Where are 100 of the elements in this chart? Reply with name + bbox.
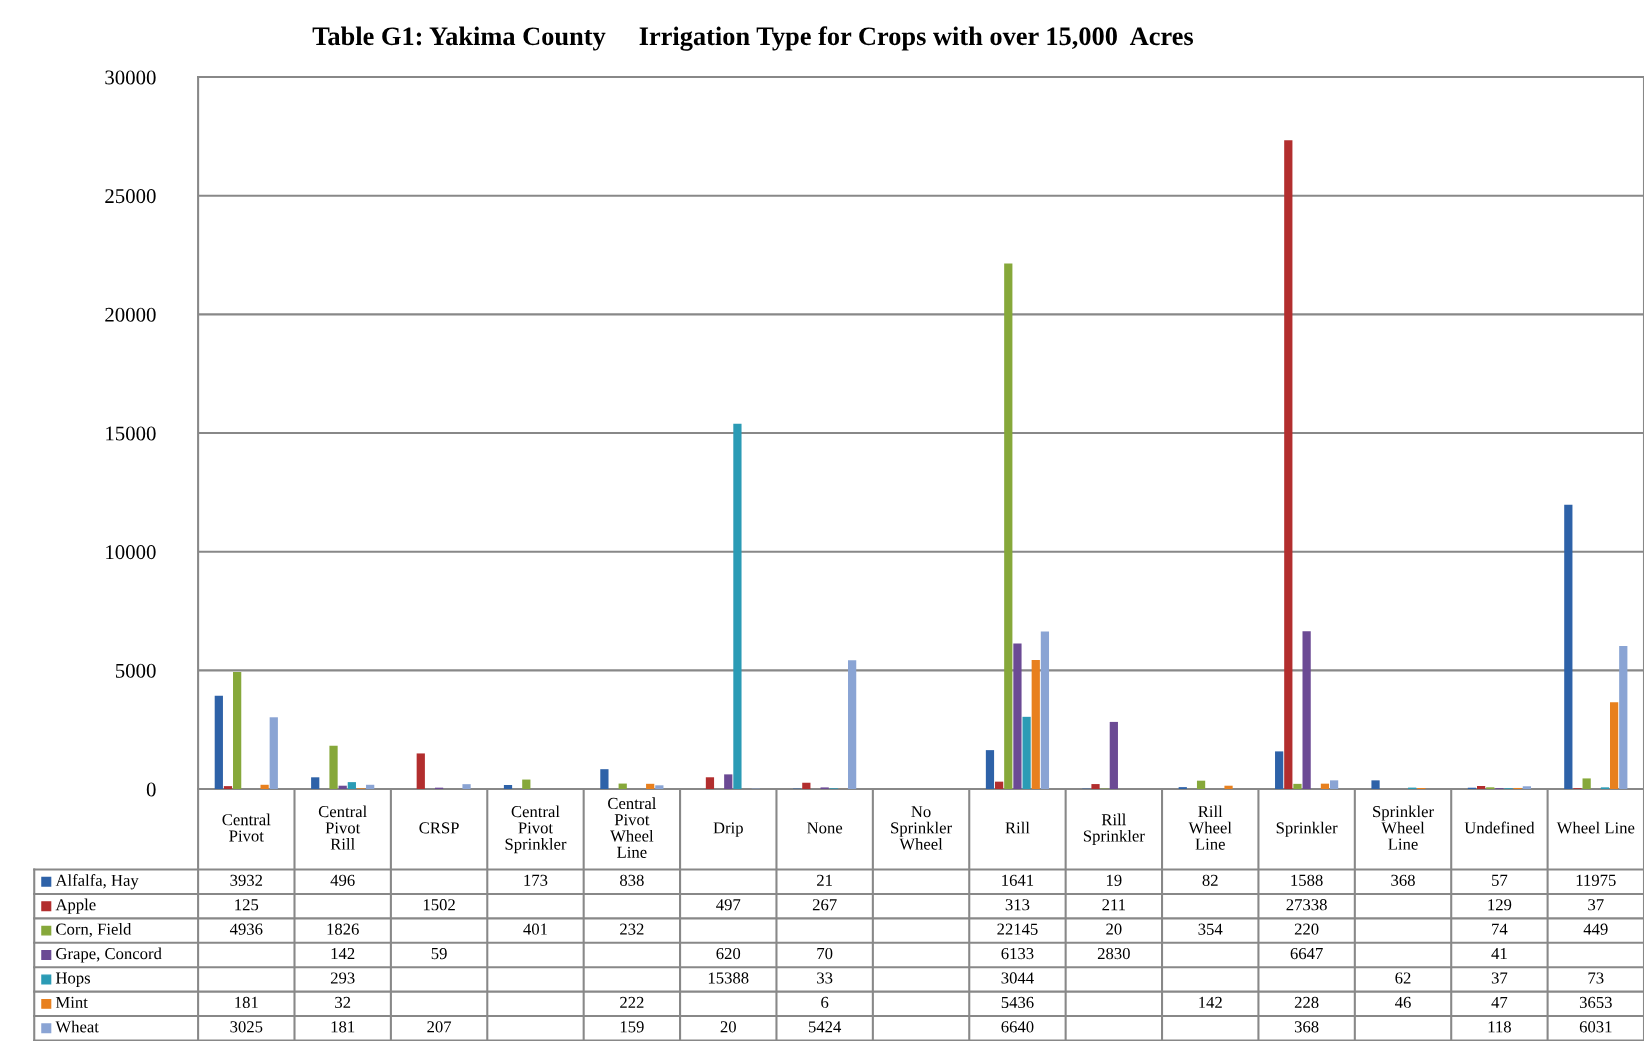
data-label: 6 <box>821 996 829 1009</box>
bar <box>260 784 269 790</box>
bar <box>1302 631 1311 790</box>
data-label: 57 <box>1492 874 1508 886</box>
data-label: 220 <box>1294 923 1319 935</box>
data-label: 211 <box>1102 899 1126 911</box>
data-label: 368 <box>1391 874 1415 886</box>
bar <box>802 782 811 790</box>
data-label: 496 <box>330 874 355 886</box>
legend-label: Wheat <box>55 1020 99 1033</box>
data-label: 73 <box>1588 972 1604 984</box>
bar <box>1610 702 1619 790</box>
data-label: 22145 <box>997 923 1038 935</box>
data-label: 401 <box>523 923 547 935</box>
data-label: 3932 <box>230 874 263 886</box>
x-tick-label: Sprinkler Wheel Line <box>1373 805 1434 850</box>
bar <box>655 785 664 790</box>
x-tick-label: Central Pivot <box>222 813 271 842</box>
data-label: 1641 <box>1002 874 1034 886</box>
bar <box>462 784 471 790</box>
data-label: 82 <box>1202 874 1218 886</box>
data-label: 4936 <box>229 923 263 935</box>
legend-label: Grape, Concord <box>56 947 162 963</box>
bar <box>233 671 242 790</box>
data-label: 6133 <box>1001 947 1034 960</box>
bar <box>1293 783 1302 790</box>
bar <box>366 784 375 790</box>
x-tick-label: Rill <box>1005 821 1030 834</box>
data-label: 354 <box>1198 923 1223 935</box>
data-label: 181 <box>235 996 258 1009</box>
data-label: 159 <box>620 1021 644 1033</box>
y-tick-label: 15000 <box>106 426 156 441</box>
bar <box>522 779 531 790</box>
legend-label: Alfalfa, Hay <box>55 874 139 890</box>
data-label: 47 <box>1491 996 1508 1008</box>
data-label: 1826 <box>327 923 359 935</box>
y-tick-label: 20000 <box>105 307 156 322</box>
bar <box>347 782 356 790</box>
bar <box>1371 780 1380 790</box>
data-label: 33 <box>817 972 833 984</box>
bar <box>646 783 655 790</box>
data-label: 6031 <box>1579 1021 1612 1033</box>
bar <box>416 753 425 790</box>
x-tick-label: Sprinkler <box>1276 821 1338 837</box>
bar <box>1091 784 1100 790</box>
data-label: 41 <box>1491 948 1507 960</box>
data-label: 11975 <box>1576 874 1616 886</box>
data-label: 62 <box>1395 972 1411 984</box>
legend-label: Mint <box>55 996 88 1009</box>
data-label: 27338 <box>1286 899 1327 911</box>
data-label: 32 <box>335 996 351 1009</box>
data-label: 368 <box>1294 1021 1319 1033</box>
data-label: 59 <box>431 947 447 960</box>
bar <box>1109 721 1118 790</box>
bar <box>1022 716 1031 790</box>
y-tick-label: 30000 <box>105 70 156 85</box>
data-label: 129 <box>1488 899 1512 911</box>
x-tick-label: CRSP <box>419 822 459 834</box>
data-label: 838 <box>620 874 644 886</box>
bar <box>1582 778 1591 790</box>
legend-label: Apple <box>55 898 96 914</box>
bar <box>223 786 233 790</box>
bar <box>1476 786 1486 790</box>
data-label: 2830 <box>1097 947 1130 960</box>
data-label: 1502 <box>423 899 455 911</box>
y-tick-label: 10000 <box>106 545 156 560</box>
data-label: 449 <box>1583 923 1608 935</box>
bar <box>311 777 320 790</box>
x-tick-label: Drip <box>713 822 743 837</box>
data-label: 222 <box>620 996 644 1008</box>
data-label: 232 <box>620 923 644 935</box>
legend-label: Corn, Field <box>56 923 132 938</box>
bar <box>1275 751 1284 790</box>
data-label: 313 <box>1005 899 1030 911</box>
bar <box>848 660 857 790</box>
bar <box>1284 140 1293 790</box>
data-label: 3653 <box>1579 996 1612 1009</box>
data-label: 15388 <box>708 972 749 984</box>
data-label: 37 <box>1588 899 1604 911</box>
x-tick-label: Undefined <box>1464 821 1535 834</box>
bar <box>503 784 513 790</box>
bar <box>733 423 742 790</box>
data-label: 125 <box>235 899 259 911</box>
bar <box>600 769 609 790</box>
data-label: 6640 <box>1001 1021 1034 1033</box>
data-label: 3044 <box>1001 972 1034 984</box>
bar <box>1619 645 1628 790</box>
data-label: 21 <box>817 874 832 886</box>
bar <box>1564 504 1573 790</box>
y-tick-label: 25000 <box>105 189 156 204</box>
y-tick-label: 0 <box>146 782 156 797</box>
bar <box>1031 660 1040 790</box>
x-tick-label: Rill Wheel Line <box>1188 805 1232 850</box>
bar <box>1224 785 1233 790</box>
bar <box>705 777 715 790</box>
data-label: 497 <box>716 899 741 911</box>
data-label: 181 <box>331 1021 355 1033</box>
x-tick-label: Rill Sprinkler <box>1083 813 1145 845</box>
x-tick-label: Central Pivot Sprinkler <box>505 805 567 854</box>
bar <box>1196 780 1206 790</box>
